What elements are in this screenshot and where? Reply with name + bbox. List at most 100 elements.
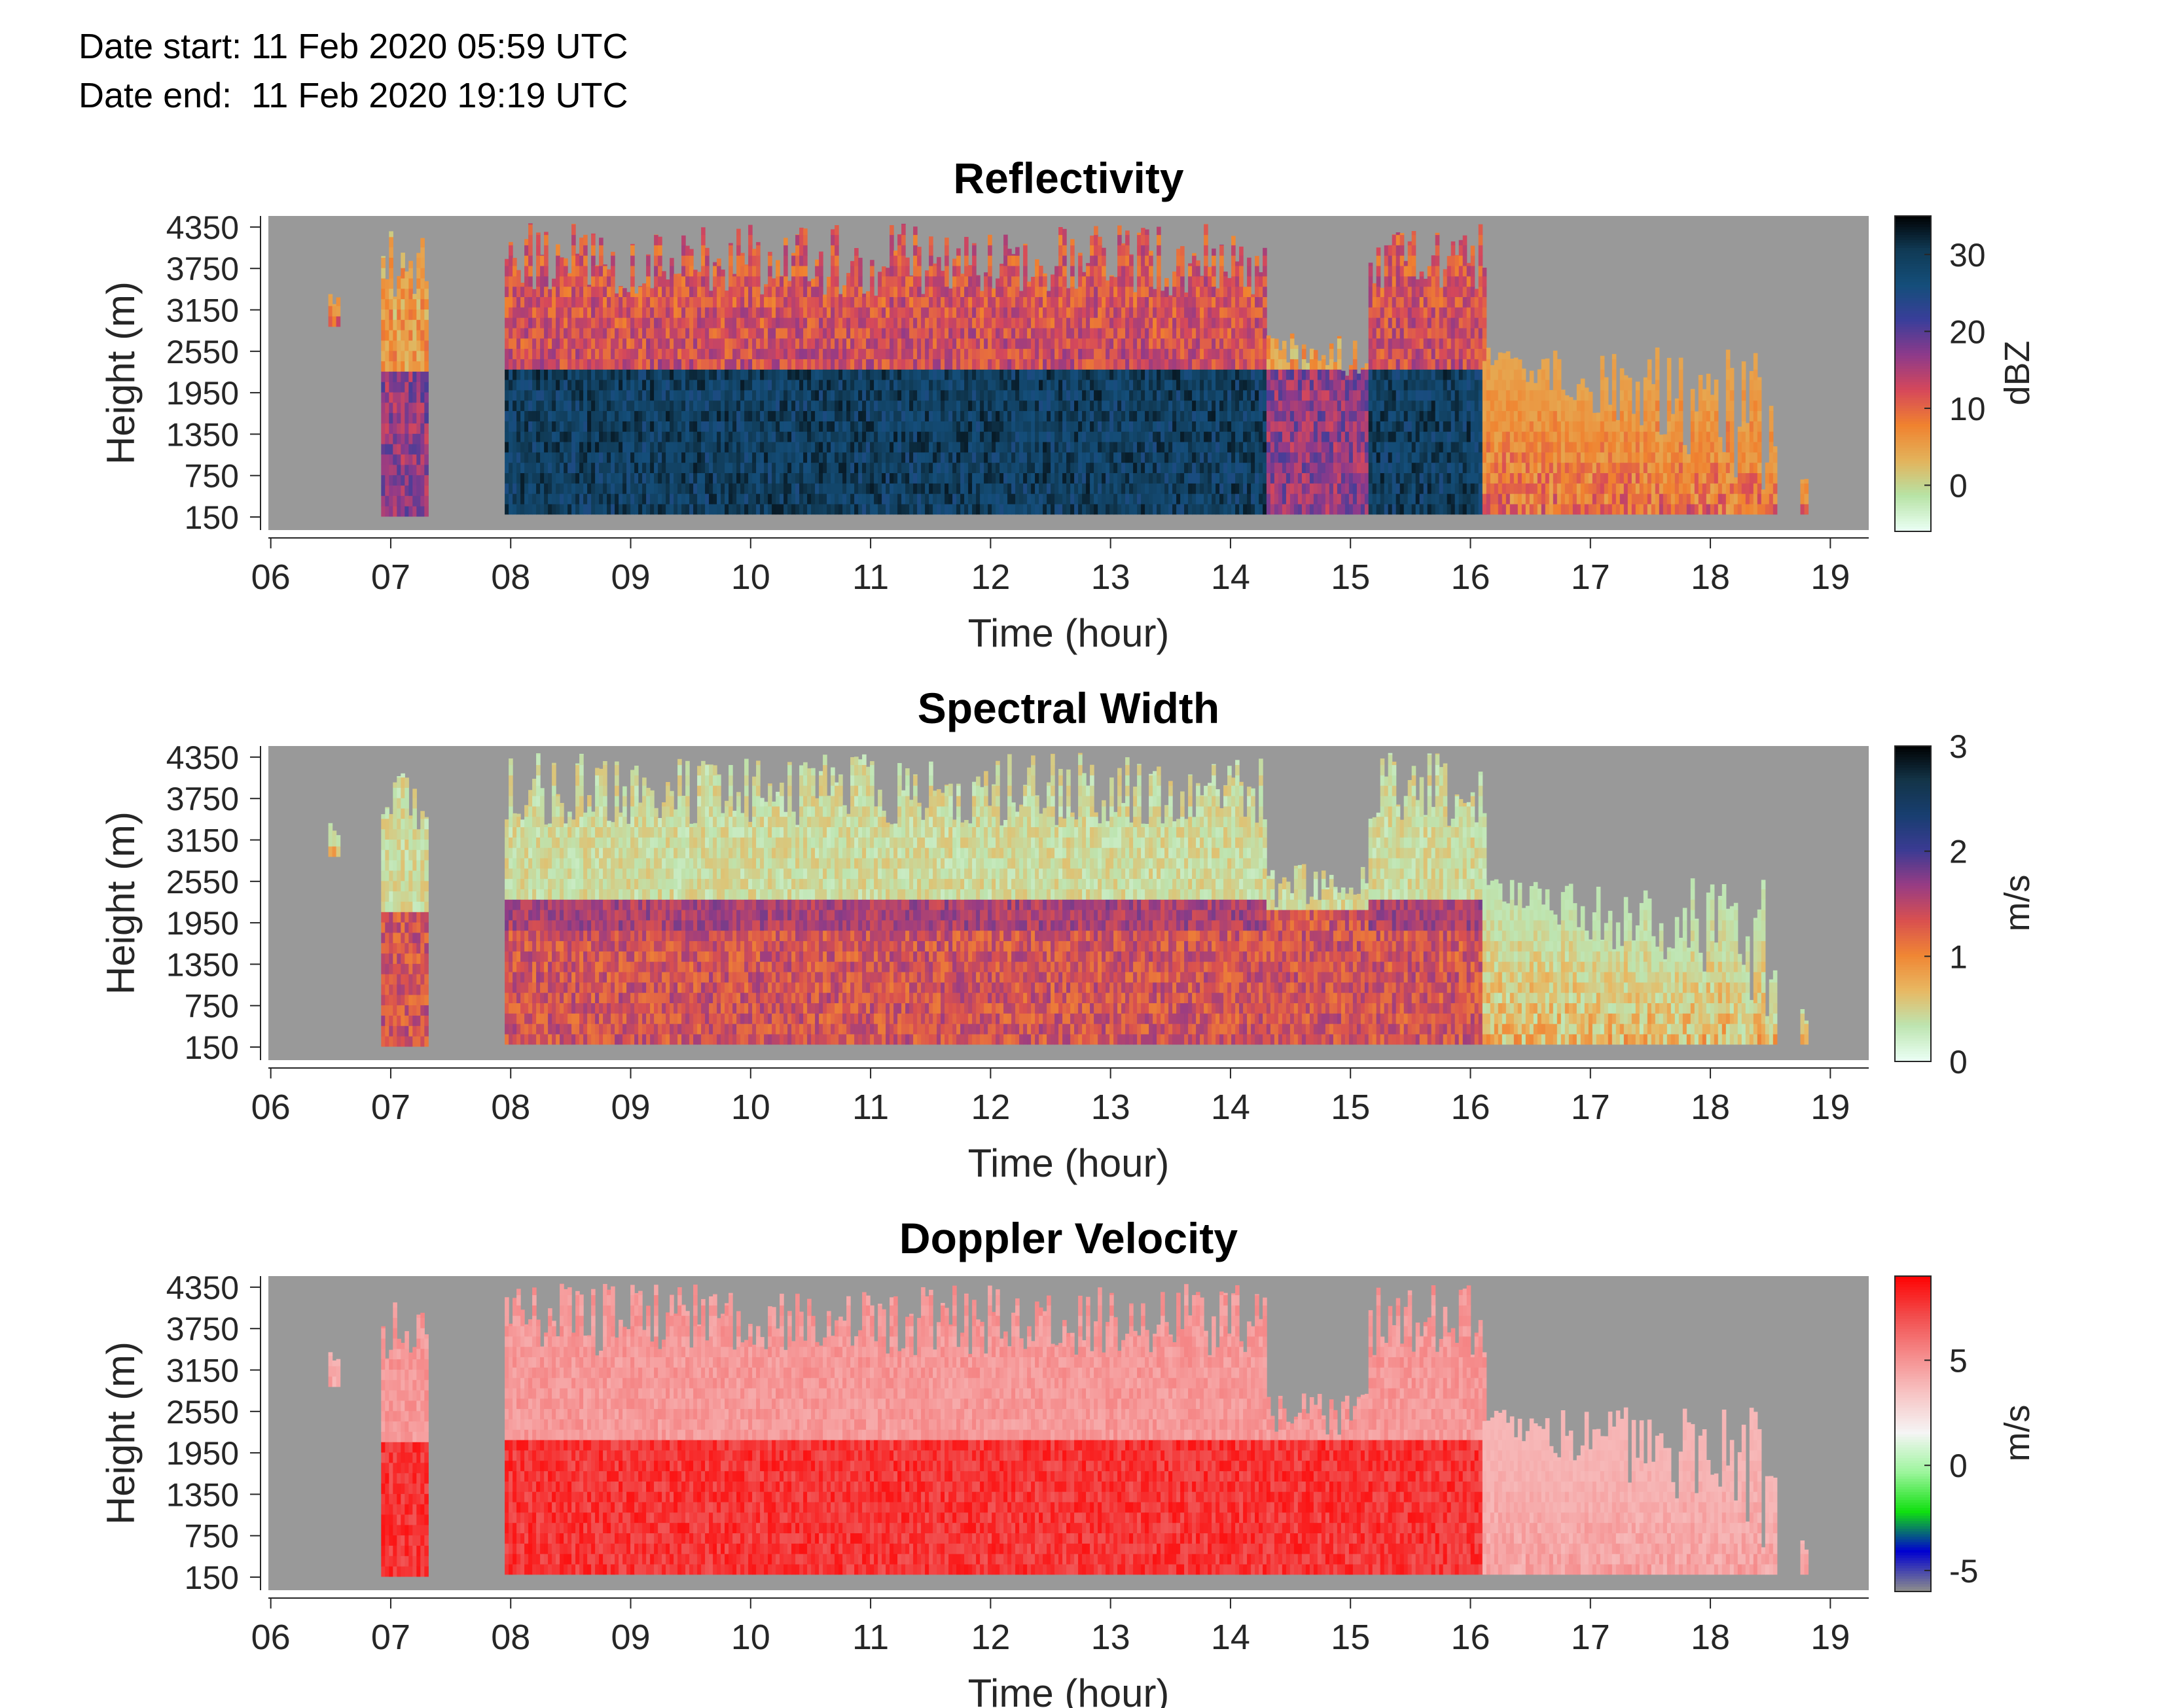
y-tick-label: 1950 bbox=[166, 905, 239, 942]
y-tick-label: 150 bbox=[185, 1029, 239, 1066]
x-tick-label: 07 bbox=[371, 1618, 410, 1657]
y-tick-label: 3750 bbox=[166, 251, 239, 287]
y-tick-label: 3150 bbox=[166, 823, 239, 859]
date-start-label: Date start: 11 Feb 2020 05:59 UTC bbox=[79, 26, 628, 67]
x-tick-label: 18 bbox=[1691, 558, 1730, 597]
x-tick-label: 10 bbox=[731, 558, 770, 597]
x-tick-label: 12 bbox=[971, 1088, 1010, 1127]
x-tick-label: 15 bbox=[1331, 1618, 1370, 1657]
y-axis-label: Height (m) bbox=[99, 811, 143, 995]
colorbar-tick-label: 3 bbox=[1949, 728, 1968, 765]
y-tick-label: 150 bbox=[185, 499, 239, 536]
y-tick-label: 2550 bbox=[166, 864, 239, 900]
y-tick-label: 1350 bbox=[166, 416, 239, 453]
colorbar-tick-label: -5 bbox=[1949, 1553, 1978, 1590]
x-tick-label: 18 bbox=[1691, 1088, 1730, 1127]
x-tick-label: 13 bbox=[1091, 1618, 1130, 1657]
x-tick-label: 14 bbox=[1211, 1088, 1250, 1127]
y-tick-label: 750 bbox=[185, 988, 239, 1025]
x-tick-label: 06 bbox=[251, 1618, 291, 1657]
y-axis-label: Height (m) bbox=[99, 281, 143, 465]
x-axis-label: Time (hour) bbox=[968, 611, 1170, 655]
y-tick-label: 2550 bbox=[166, 334, 239, 370]
colorbar: 0 10 20 30 dBZ bbox=[1894, 215, 2037, 532]
x-tick-label: 18 bbox=[1691, 1618, 1730, 1657]
colorbar-tick-label: 2 bbox=[1949, 834, 1968, 870]
colorbar-tick-label: 30 bbox=[1949, 237, 1986, 274]
x-tick-label: 06 bbox=[251, 558, 291, 597]
chart-doppler-velocity: Doppler Velocity 06 07 08 09 10 11 12 13 14 15 16 17… bbox=[99, 1214, 2037, 1708]
y-tick-label: 2550 bbox=[166, 1394, 239, 1431]
x-tick-label: 14 bbox=[1211, 1618, 1250, 1657]
x-tick-label: 07 bbox=[371, 1088, 410, 1127]
colorbar-frame bbox=[1894, 1275, 1932, 1592]
x-tick-label: 14 bbox=[1211, 558, 1250, 597]
x-tick-label: 08 bbox=[491, 1088, 530, 1127]
colorbar-tick-label: 10 bbox=[1949, 391, 1986, 427]
x-tick-label: 15 bbox=[1331, 1088, 1370, 1127]
colorbar-frame bbox=[1894, 215, 1932, 532]
x-axis-label: Time (hour) bbox=[968, 1141, 1170, 1185]
y-tick-label: 3150 bbox=[166, 293, 239, 329]
x-tick-label: 07 bbox=[371, 558, 410, 597]
x-tick-label: 19 bbox=[1810, 558, 1850, 597]
x-tick-label: 11 bbox=[852, 1088, 889, 1127]
x-tick-label: 16 bbox=[1450, 1618, 1490, 1657]
x-tick-label: 16 bbox=[1450, 558, 1490, 597]
x-tick-label: 19 bbox=[1810, 1088, 1850, 1127]
chart-title: Reflectivity bbox=[953, 154, 1183, 202]
chart-reflectivity: Reflectivity 06 07 08 09 10 11 12 13 14 15 16 17 18 19… bbox=[99, 154, 2037, 655]
colorbar: 0 1 2 3 m/s bbox=[1894, 728, 2037, 1080]
y-tick-label: 3750 bbox=[166, 781, 239, 817]
date-end-label: Date end: 11 Feb 2020 19:19 UTC bbox=[79, 75, 628, 116]
x-tick-label: 13 bbox=[1091, 1088, 1130, 1127]
x-tick-label: 09 bbox=[611, 1618, 650, 1657]
x-tick-label: 16 bbox=[1450, 1088, 1490, 1127]
x-tick-label: 10 bbox=[731, 1618, 770, 1657]
y-tick-label: 750 bbox=[185, 458, 239, 495]
x-tick-label: 08 bbox=[491, 1618, 530, 1657]
heatmap-cells bbox=[328, 753, 1809, 1047]
chart-title: Doppler Velocity bbox=[899, 1214, 1238, 1262]
colorbar-label: m/s bbox=[1998, 875, 2037, 932]
colorbar-frame bbox=[1894, 745, 1932, 1062]
y-tick-label: 750 bbox=[185, 1518, 239, 1555]
colorbar-tick-label: 0 bbox=[1949, 1044, 1968, 1080]
colorbar-label: dBZ bbox=[1998, 340, 2037, 405]
x-tick-label: 11 bbox=[852, 558, 889, 597]
colorbar: -5 0 5 m/s bbox=[1894, 1275, 2037, 1592]
y-tick-label: 1950 bbox=[166, 375, 239, 412]
x-tick-label: 13 bbox=[1091, 558, 1130, 597]
x-tick-label: 09 bbox=[611, 558, 650, 597]
x-tick-label: 06 bbox=[251, 1088, 291, 1127]
colorbar-tick-label: 0 bbox=[1949, 467, 1968, 504]
heatmap-cells bbox=[328, 223, 1809, 517]
heatmap-cells bbox=[328, 1283, 1809, 1577]
x-tick-label: 11 bbox=[852, 1618, 889, 1657]
x-tick-label: 12 bbox=[971, 1618, 1010, 1657]
x-tick-label: 15 bbox=[1331, 558, 1370, 597]
x-tick-label: 09 bbox=[611, 1088, 650, 1127]
x-tick-label: 12 bbox=[971, 558, 1010, 597]
y-tick-label: 4350 bbox=[166, 1270, 239, 1306]
colorbar-tick-label: 20 bbox=[1949, 313, 1986, 350]
colorbar-label: m/s bbox=[1998, 1405, 2037, 1462]
y-tick-label: 1350 bbox=[166, 1476, 239, 1513]
y-axis-label: Height (m) bbox=[99, 1342, 143, 1525]
y-tick-label: 3750 bbox=[166, 1311, 239, 1347]
x-tick-label: 19 bbox=[1810, 1618, 1850, 1657]
y-tick-label: 1950 bbox=[166, 1435, 239, 1472]
colorbar-tick-label: 0 bbox=[1949, 1448, 1968, 1484]
chart-title: Spectral Width bbox=[918, 684, 1219, 732]
y-tick-label: 4350 bbox=[166, 739, 239, 776]
y-tick-label: 150 bbox=[185, 1559, 239, 1596]
x-tick-label: 08 bbox=[491, 558, 530, 597]
colorbar-tick-label: 5 bbox=[1949, 1343, 1968, 1379]
x-tick-label: 10 bbox=[731, 1088, 770, 1127]
x-axis-label: Time (hour) bbox=[968, 1671, 1170, 1708]
x-tick-label: 17 bbox=[1571, 1618, 1610, 1657]
y-tick-label: 3150 bbox=[166, 1353, 239, 1389]
y-tick-label: 1350 bbox=[166, 946, 239, 983]
